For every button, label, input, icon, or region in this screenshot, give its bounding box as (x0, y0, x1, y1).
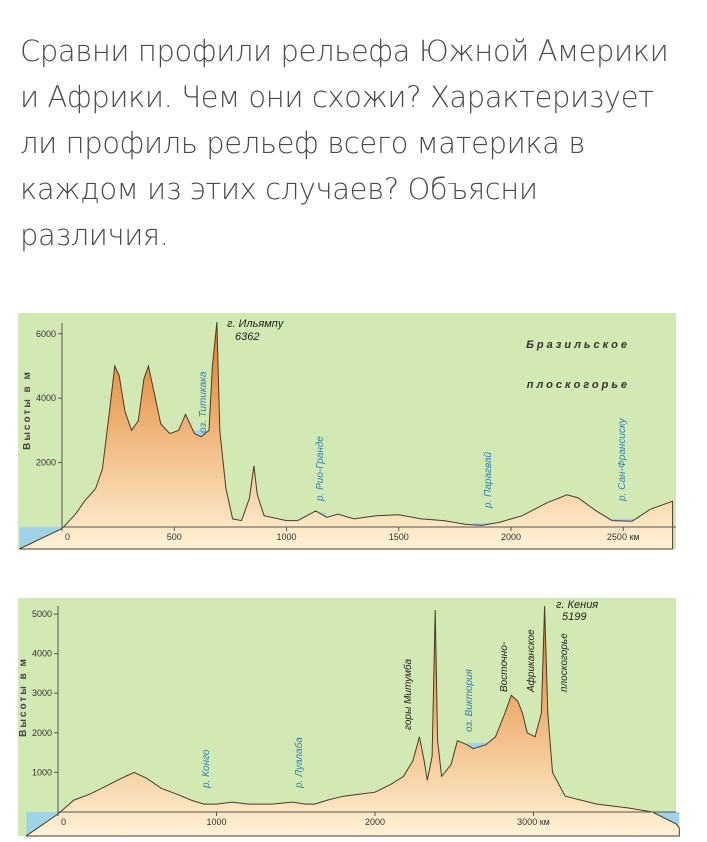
x-tick-label: 2000 (501, 532, 521, 542)
peak-name-label: г. Кения (556, 599, 598, 611)
x-tick-label: 0 (65, 532, 70, 542)
congo-label: р. Конго (201, 749, 212, 789)
plateau-label-line2: плоскогорье (527, 379, 630, 391)
east-african-label-line1: Восточно- (499, 641, 510, 692)
africa-profile: 1000 2000 3000 4000 5000 0 1000 2000 3000 км Выс… (0, 592, 707, 837)
y-axis-label: Высоты в м (22, 370, 33, 450)
plateau-label-line1: Бразильское (526, 339, 630, 351)
x-tick-label: 1000 (276, 532, 296, 542)
peak-height-label: 5199 (562, 611, 586, 623)
y-tick-label: 6000 (36, 329, 56, 339)
y-tick-label: 5000 (32, 609, 52, 619)
x-tick-label: 2000 (365, 817, 385, 827)
terrain-profile (25, 606, 680, 837)
y-tick-label: 4000 (36, 393, 56, 403)
paraguay-label: р. Парагвай (483, 451, 494, 509)
rio-grande-label: р. Рио-Гранде (315, 436, 326, 502)
question-line: и Африки. Чем они схожи? Характеризует (20, 80, 654, 114)
y-tick-label: 3000 (32, 688, 52, 698)
question-line: каждом из этих случаев? Объясни (20, 172, 538, 206)
x-tick-label: 3000 км (517, 817, 550, 827)
titicaca-label: оз. Титикака (198, 371, 209, 433)
east-african-label-line3: плоскогорье (559, 633, 570, 692)
africa-chart: 1000 2000 3000 4000 5000 0 1000 2000 3000 км Выс… (18, 598, 680, 837)
peak-name-label: г. Ильямпу (227, 318, 285, 330)
question-text: Сравни профили рельефа Южной Америки и А… (20, 28, 690, 258)
victoria-label: оз. Виктория (464, 668, 475, 732)
terrain-profile (19, 322, 674, 550)
south-america-profile: 2000 4000 6000 0 500 1000 1500 2000 2500 км Высо… (0, 305, 707, 550)
lualaba-label: р. Луалаба (293, 737, 305, 789)
y-tick-label: 4000 (32, 649, 52, 659)
question-line: ли профиль рельеф всего материка в (20, 126, 585, 160)
mitumba-label: горы Митумба (402, 658, 414, 730)
x-tick-label: 1500 (389, 532, 409, 542)
south-america-chart: 2000 4000 6000 0 500 1000 1500 2000 2500 км Высо… (18, 313, 676, 550)
east-african-label-line2: Африканское (525, 629, 537, 693)
x-tick-label: 500 (167, 532, 182, 542)
y-axis-label: Высоты в м (18, 657, 29, 737)
y-tick-label: 2000 (36, 458, 56, 468)
peak-height-label: 6362 (235, 331, 259, 343)
question-line: Сравни профили рельефа Южной Америки (20, 34, 669, 68)
y-tick-label: 2000 (32, 728, 52, 738)
y-tick-label: 1000 (32, 767, 52, 777)
x-tick-label: 0 (61, 817, 66, 827)
x-tick-label: 1000 (206, 817, 226, 827)
question-line: различия. (20, 218, 169, 252)
x-tick-label: 2500 км (607, 532, 640, 542)
sao-francisco-label: р. Сан-Франсиску (617, 417, 628, 502)
